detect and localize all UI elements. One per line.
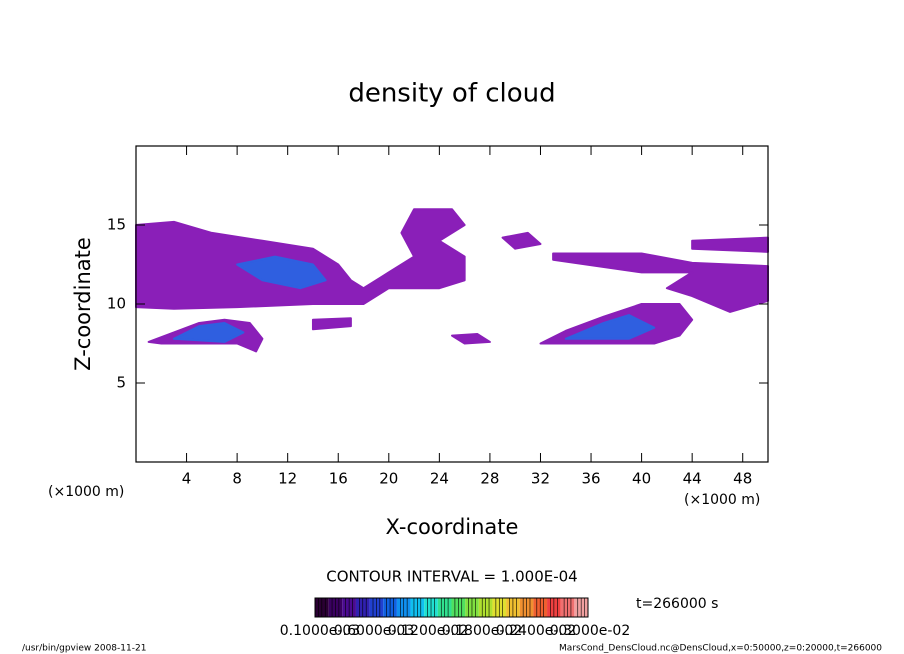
- x-tick-label: 28: [480, 470, 499, 488]
- contour-region: [236, 255, 327, 290]
- x-tick-label: 4: [182, 470, 192, 488]
- colorbar-frame: [314, 597, 589, 618]
- y-tick-label: 5: [116, 374, 126, 392]
- contour-region: [564, 314, 656, 340]
- time-label: t=266000 s: [636, 596, 718, 612]
- contour-region: [552, 252, 769, 313]
- contour-region: [451, 333, 491, 345]
- x-tick-label: 48: [733, 470, 752, 488]
- x-axis-label: X-coordinate: [386, 515, 519, 539]
- y-axis-label: Z-coordinate: [71, 237, 95, 371]
- x-unit: (×1000 m): [684, 492, 760, 508]
- x-tick-label: 44: [683, 470, 702, 488]
- x-tick-label: 40: [632, 470, 651, 488]
- footer-left: /usr/bin/gpview 2008-11-21: [22, 644, 146, 654]
- x-tick-label: 24: [430, 470, 449, 488]
- x-tick-label: 8: [232, 470, 242, 488]
- colorbar-label: 0.1200e-02: [388, 623, 468, 639]
- contour-region: [311, 317, 352, 331]
- chart-title: density of cloud: [348, 79, 555, 109]
- y-tick-label: 15: [107, 216, 126, 234]
- colorbar-label: 0.2400e-02: [496, 623, 576, 639]
- y-unit: (×1000 m): [48, 484, 124, 500]
- x-tick-label: 12: [278, 470, 297, 488]
- x-tick-label: 16: [329, 470, 348, 488]
- colorbar-label: 0.1000e-03: [280, 623, 360, 639]
- colorbar-label: 0.6000e-03: [334, 623, 414, 639]
- contour-region: [172, 321, 245, 343]
- x-tick-label: 36: [581, 470, 600, 488]
- colorbar-label: 0.1800e-02: [442, 623, 522, 639]
- contour-region: [691, 236, 769, 253]
- contour-interval: CONTOUR INTERVAL = 1.000E-04: [326, 568, 577, 586]
- contour-region: [501, 231, 542, 250]
- colorbar-label: 0.3000e-02: [550, 623, 630, 639]
- footer-right: MarsCond_DensCloud.nc@DensCloud,x=0:5000…: [559, 644, 882, 654]
- x-tick-label: 20: [379, 470, 398, 488]
- x-tick-label: 32: [531, 470, 550, 488]
- contour-region: [577, 255, 605, 266]
- contour-region: [135, 208, 466, 310]
- y-tick-label: 10: [107, 295, 126, 313]
